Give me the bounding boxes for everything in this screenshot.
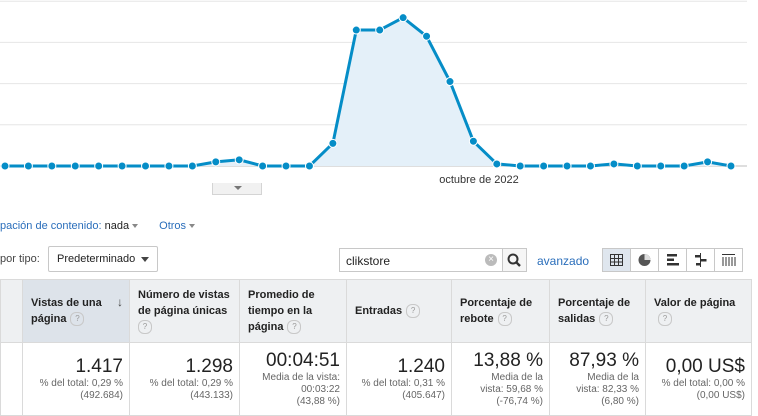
grid-view-icon	[610, 254, 623, 266]
column-header-page-value[interactable]: Valor de página?	[645, 279, 752, 343]
data-point[interactable]	[211, 157, 221, 167]
column-header-exit-rate[interactable]: Porcentaje de salidas?	[549, 279, 646, 343]
help-icon[interactable]: ?	[287, 320, 302, 335]
metrics-table: ↓ Vistas de una página? Número de vistas…	[0, 279, 752, 416]
data-point[interactable]	[703, 157, 713, 167]
data-point[interactable]	[492, 159, 502, 169]
total-cell-page-value: 0,00 US$ % del total: 0,00 % (0,00 US$)	[645, 342, 752, 416]
content-grouping-row: pación de contenido: nada Otros	[0, 220, 196, 232]
help-icon[interactable]: ?	[497, 312, 512, 327]
data-point[interactable]	[585, 161, 595, 171]
data-point[interactable]	[375, 25, 385, 35]
data-point[interactable]	[562, 161, 572, 171]
data-point[interactable]	[445, 77, 455, 87]
search-icon	[507, 253, 521, 267]
chart-area-fill	[5, 17, 731, 167]
total-cell-avg-time: 00:04:51 Media de la vista: 00:03:22 (43…	[239, 342, 347, 416]
filter-type-value: Predeterminado	[57, 253, 136, 265]
total-cell-bounce-rate: 13,88 % Media de la vista: 59,68 % (-76,…	[451, 342, 550, 416]
column-header-avg-time[interactable]: Promedio de tiempo en la página?	[239, 279, 347, 343]
pivot-view-icon	[722, 254, 736, 266]
help-icon[interactable]: ?	[406, 304, 421, 319]
column-header-pageviews[interactable]: ↓ Vistas de una página?	[22, 279, 130, 343]
data-point[interactable]	[258, 161, 268, 171]
data-point[interactable]	[679, 161, 689, 171]
data-point[interactable]	[117, 161, 127, 171]
data-point[interactable]	[23, 161, 33, 171]
chevron-down-icon[interactable]	[189, 224, 196, 229]
totals-row: 1.417 % del total: 0,29 % (492.684) 1.29…	[0, 342, 752, 416]
search-button[interactable]	[502, 248, 527, 272]
data-point[interactable]	[632, 161, 642, 171]
data-point[interactable]	[515, 161, 525, 171]
pie-view-icon	[638, 254, 651, 266]
bar-view-button[interactable]	[658, 248, 687, 272]
comparison-view-icon	[695, 253, 707, 267]
data-point[interactable]	[281, 161, 291, 171]
total-cell-exit-rate: 87,93 % Media de la vista: 82,33 % (6,80…	[549, 342, 646, 416]
data-point[interactable]	[656, 161, 666, 171]
data-point[interactable]	[0, 161, 10, 171]
bar-view-icon	[667, 254, 679, 266]
x-tick-label: octubre de 2022	[439, 174, 519, 186]
data-point[interactable]	[398, 13, 408, 23]
chart-expand-toggle[interactable]	[212, 183, 262, 195]
help-icon[interactable]: ?	[658, 312, 672, 327]
content-grouping-label: pación de contenido:	[0, 220, 102, 232]
filter-type-select[interactable]: Predeterminado	[48, 246, 158, 272]
data-point[interactable]	[164, 161, 174, 171]
clear-icon[interactable]: ×	[485, 254, 497, 266]
table-header-row: ↓ Vistas de una página? Número de vistas…	[0, 279, 752, 343]
grid-view-button[interactable]	[602, 248, 631, 272]
data-point[interactable]	[726, 161, 736, 171]
chevron-down-icon[interactable]	[132, 224, 139, 229]
sort-down-icon[interactable]: ↓	[117, 295, 123, 309]
data-point[interactable]	[304, 161, 314, 171]
column-header-bounce-rate[interactable]: Porcentaje de rebote?	[451, 279, 550, 343]
pie-view-button[interactable]	[630, 248, 659, 272]
help-icon[interactable]: ?	[70, 312, 85, 327]
data-point[interactable]	[47, 161, 57, 171]
column-header-entrances[interactable]: Entradas?	[346, 279, 452, 343]
others-dropdown[interactable]: Otros	[159, 220, 187, 232]
dimension-column-header	[0, 279, 23, 343]
data-point[interactable]	[422, 31, 432, 41]
dimension-total-cell	[0, 342, 23, 416]
total-cell-entrances: 1.240 % del total: 0,31 % (405.647)	[346, 342, 452, 416]
data-point[interactable]	[70, 161, 80, 171]
data-point[interactable]	[94, 161, 104, 171]
search-input-value: clikstore	[346, 254, 391, 268]
total-cell-unique-pageviews: 1.298 % del total: 0,29 % (443.133)	[129, 342, 240, 416]
help-icon[interactable]: ?	[599, 312, 614, 327]
comparison-view-button[interactable]	[686, 248, 715, 272]
data-point[interactable]	[187, 161, 197, 171]
data-point[interactable]	[141, 161, 151, 171]
data-point[interactable]	[468, 136, 478, 146]
search-input[interactable]: clikstore ×	[339, 248, 503, 272]
data-point[interactable]	[234, 155, 244, 165]
filter-type-label: por tipo:	[0, 253, 40, 265]
data-point[interactable]	[539, 161, 549, 171]
total-cell-pageviews: 1.417 % del total: 0,29 % (492.684)	[22, 342, 130, 416]
data-point[interactable]	[328, 138, 338, 148]
chevron-down-icon	[141, 257, 149, 262]
data-point[interactable]	[351, 25, 361, 35]
content-grouping-value[interactable]: nada	[104, 220, 130, 232]
help-icon[interactable]: ?	[138, 320, 152, 335]
sessions-line-chart: octubre de 2022	[0, 0, 747, 186]
advanced-filter-link[interactable]: avanzado	[537, 254, 590, 268]
data-point[interactable]	[609, 159, 619, 169]
column-header-unique-pageviews[interactable]: Número de vistas de página únicas ?	[129, 279, 240, 343]
pivot-view-button[interactable]	[714, 248, 743, 272]
